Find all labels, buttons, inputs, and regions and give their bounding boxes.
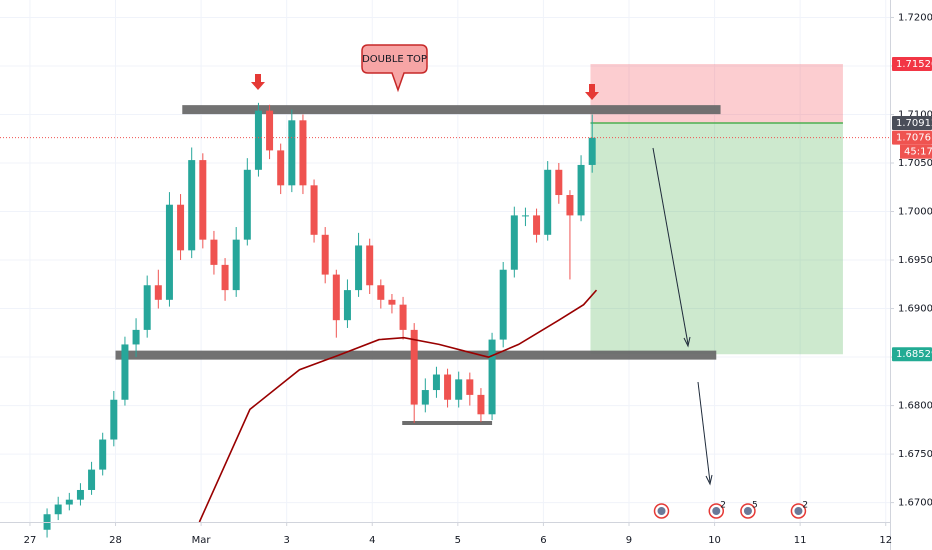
- candle-body: [65, 499, 73, 505]
- candle-body: [254, 110, 262, 170]
- candle-body: [99, 439, 107, 470]
- callout: [361, 44, 428, 93]
- candle-body: [143, 285, 151, 330]
- y-tick-label: 1.69000: [898, 304, 932, 315]
- x-tick-label: 12: [879, 535, 892, 546]
- y-tick-label: 1.70000: [898, 207, 932, 218]
- x-tick-label: 4: [369, 535, 375, 546]
- candle-body: [343, 290, 351, 321]
- candle-body: [455, 379, 463, 400]
- candle-body: [188, 160, 196, 251]
- candle-body: [432, 374, 440, 391]
- candle-body: [266, 110, 274, 151]
- candle-body: [466, 379, 474, 395]
- stop-zone: [590, 64, 843, 124]
- price-label: 1.71520: [896, 59, 932, 70]
- event-icon-inner: [794, 507, 803, 515]
- candle-body: [533, 215, 541, 235]
- candle-body: [588, 137, 596, 165]
- top-marker: [585, 84, 599, 100]
- candle-body: [577, 164, 585, 216]
- candle-body: [210, 239, 218, 265]
- candle-body: [299, 120, 307, 186]
- x-tick-label: 5: [455, 535, 461, 546]
- y-tick-label: 1.70500: [898, 158, 932, 169]
- price-label: 1.68529: [896, 349, 932, 360]
- candle-body: [521, 215, 529, 217]
- candle-body: [355, 245, 363, 291]
- arrow-head: [705, 474, 713, 486]
- price-label-bg: [892, 116, 932, 131]
- x-tick-label: 3: [283, 535, 289, 546]
- x-tick-label: 10: [708, 535, 721, 546]
- candle-body: [165, 204, 173, 300]
- event-icon-inner: [712, 507, 721, 515]
- y-tick-label: 1.67500: [898, 449, 932, 460]
- x-tick-label: 11: [794, 535, 807, 546]
- candle-body: [488, 339, 496, 415]
- moving-average: [198, 289, 598, 523]
- x-tick-label: 28: [109, 535, 122, 546]
- candle-body: [154, 285, 162, 300]
- candle-body: [555, 169, 563, 196]
- y-tick-label: 1.67000: [898, 498, 932, 509]
- candle-body: [288, 120, 296, 186]
- candle-body: [221, 264, 229, 291]
- candle-body: [277, 150, 285, 186]
- candle-body: [76, 489, 84, 500]
- candle-body: [121, 344, 129, 400]
- candle-body: [332, 274, 340, 321]
- event-icon-inner: [657, 507, 666, 515]
- candle-body: [88, 469, 96, 490]
- candle-body: [410, 329, 418, 405]
- y-tick-label: 1.68000: [898, 401, 932, 412]
- y-tick-label: 1.71000: [898, 109, 932, 120]
- candle-body: [177, 204, 185, 251]
- candle-body: [566, 195, 574, 216]
- arrow: [697, 381, 711, 483]
- x-tick-label: Mar: [192, 535, 212, 546]
- candle-body: [421, 390, 429, 405]
- candle-body: [310, 185, 318, 235]
- x-tick-label: 9: [626, 535, 632, 546]
- candle-body: [232, 239, 240, 291]
- callout-text: DOUBLE TOP: [362, 54, 427, 65]
- event-icon-inner: [743, 507, 752, 515]
- candle-body: [444, 374, 452, 400]
- candle-body: [54, 504, 62, 515]
- candle-body: [499, 269, 507, 340]
- event-count: 5: [752, 501, 758, 511]
- price-label-bg: [892, 347, 932, 362]
- y-tick-label: 1.69500: [898, 255, 932, 266]
- top-marker: [251, 74, 265, 90]
- candle-body: [132, 329, 140, 345]
- candle-body: [544, 169, 552, 235]
- countdown: 45:17: [904, 147, 932, 158]
- arrow-head: [683, 336, 691, 348]
- candle-body: [366, 245, 374, 286]
- arrow: [652, 147, 689, 345]
- candle-body: [243, 169, 251, 240]
- x-tick-label: 27: [24, 535, 37, 546]
- y-tick-label: 1.72000: [898, 12, 932, 23]
- x-tick-label: 6: [540, 535, 546, 546]
- candle-body: [510, 215, 518, 270]
- target-zone: [590, 123, 843, 355]
- candle-body: [399, 304, 407, 330]
- candle-body: [377, 285, 385, 300]
- price-label-bg: [892, 130, 932, 145]
- countdown-bg: [900, 144, 932, 159]
- price-label-bg: [892, 57, 932, 72]
- event-count: 2: [802, 501, 808, 511]
- event-count: 2: [720, 501, 726, 511]
- candle-body: [110, 399, 118, 440]
- candle-body: [321, 234, 329, 275]
- candle-body: [199, 160, 207, 240]
- candle-body: [477, 394, 485, 415]
- price-label: 1.70912: [896, 118, 932, 129]
- candle-body: [388, 299, 396, 305]
